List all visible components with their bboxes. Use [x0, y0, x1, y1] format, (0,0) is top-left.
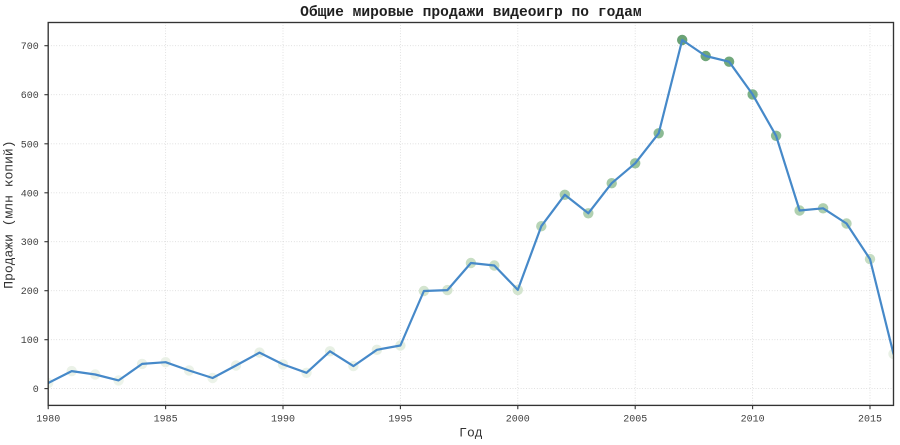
- svg-text:2005: 2005: [623, 415, 647, 426]
- svg-text:2010: 2010: [741, 415, 765, 426]
- svg-text:200: 200: [21, 287, 39, 298]
- svg-text:700: 700: [21, 42, 39, 53]
- svg-text:500: 500: [21, 140, 39, 151]
- svg-text:Год: Год: [459, 425, 483, 440]
- svg-text:1990: 1990: [271, 415, 295, 426]
- svg-text:2015: 2015: [858, 415, 882, 426]
- svg-text:300: 300: [21, 238, 39, 249]
- svg-text:1995: 1995: [388, 415, 412, 426]
- svg-text:400: 400: [21, 189, 39, 200]
- svg-text:0: 0: [33, 385, 39, 396]
- svg-text:1980: 1980: [36, 415, 60, 426]
- svg-text:Общие мировые продажи видеоигр: Общие мировые продажи видеоигр по годам: [300, 5, 642, 21]
- svg-text:Продажи (млн копий): Продажи (млн копий): [2, 140, 17, 288]
- svg-text:600: 600: [21, 91, 39, 102]
- svg-text:2000: 2000: [506, 415, 530, 426]
- svg-text:100: 100: [21, 336, 39, 347]
- svg-text:1985: 1985: [154, 415, 178, 426]
